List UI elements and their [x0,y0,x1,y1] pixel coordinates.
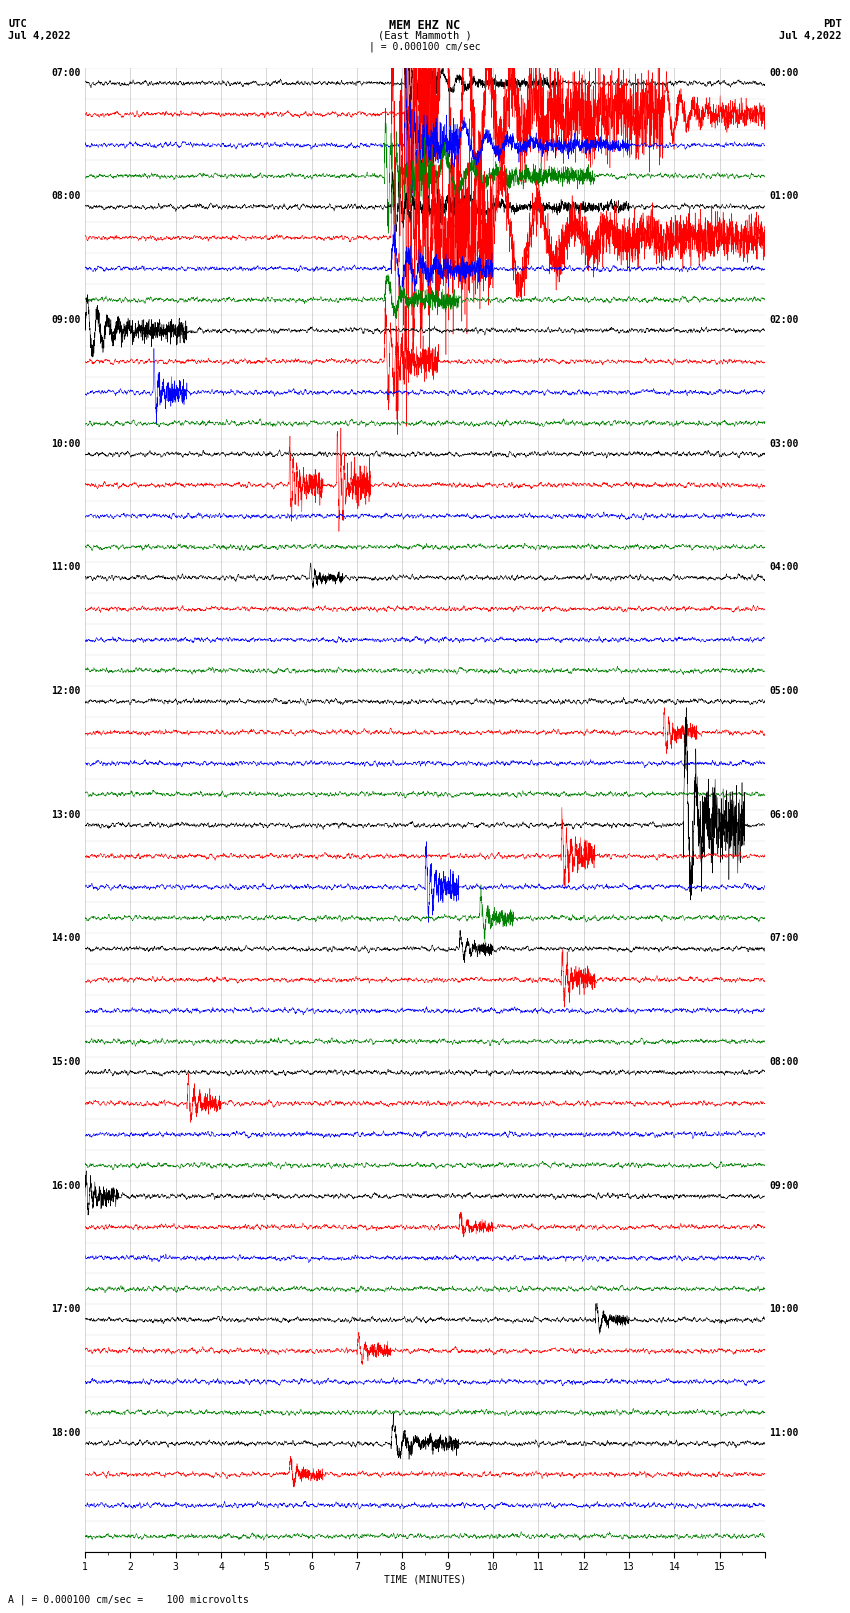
Text: 04:00: 04:00 [769,563,799,573]
Text: 18:00: 18:00 [51,1428,81,1439]
Text: 09:00: 09:00 [51,315,81,326]
Text: Jul 4,2022: Jul 4,2022 [779,31,842,40]
Text: 08:00: 08:00 [769,1057,799,1068]
Text: 09:00: 09:00 [769,1181,799,1190]
Text: UTC: UTC [8,19,27,29]
Text: (East Mammoth ): (East Mammoth ) [378,31,472,40]
Text: 11:00: 11:00 [769,1428,799,1439]
Text: A | = 0.000100 cm/sec =    100 microvolts: A | = 0.000100 cm/sec = 100 microvolts [8,1594,249,1605]
Text: 10:00: 10:00 [769,1305,799,1315]
Text: 13:00: 13:00 [51,810,81,819]
Text: 03:00: 03:00 [769,439,799,448]
Text: 02:00: 02:00 [769,315,799,326]
Text: 00:00: 00:00 [769,68,799,77]
Text: 10:00: 10:00 [51,439,81,448]
Text: 17:00: 17:00 [51,1305,81,1315]
Text: 07:00: 07:00 [51,68,81,77]
Text: MEM EHZ NC: MEM EHZ NC [389,19,461,32]
Text: Jul 4,2022: Jul 4,2022 [8,31,71,40]
Text: PDT: PDT [823,19,842,29]
X-axis label: TIME (MINUTES): TIME (MINUTES) [384,1574,466,1586]
Text: 11:00: 11:00 [51,563,81,573]
Text: 06:00: 06:00 [769,810,799,819]
Text: 01:00: 01:00 [769,192,799,202]
Text: 16:00: 16:00 [51,1181,81,1190]
Text: 07:00: 07:00 [769,934,799,944]
Text: 14:00: 14:00 [51,934,81,944]
Text: 12:00: 12:00 [51,686,81,697]
Text: | = 0.000100 cm/sec: | = 0.000100 cm/sec [369,42,481,53]
Text: 15:00: 15:00 [51,1057,81,1068]
Text: 08:00: 08:00 [51,192,81,202]
Text: 05:00: 05:00 [769,686,799,697]
